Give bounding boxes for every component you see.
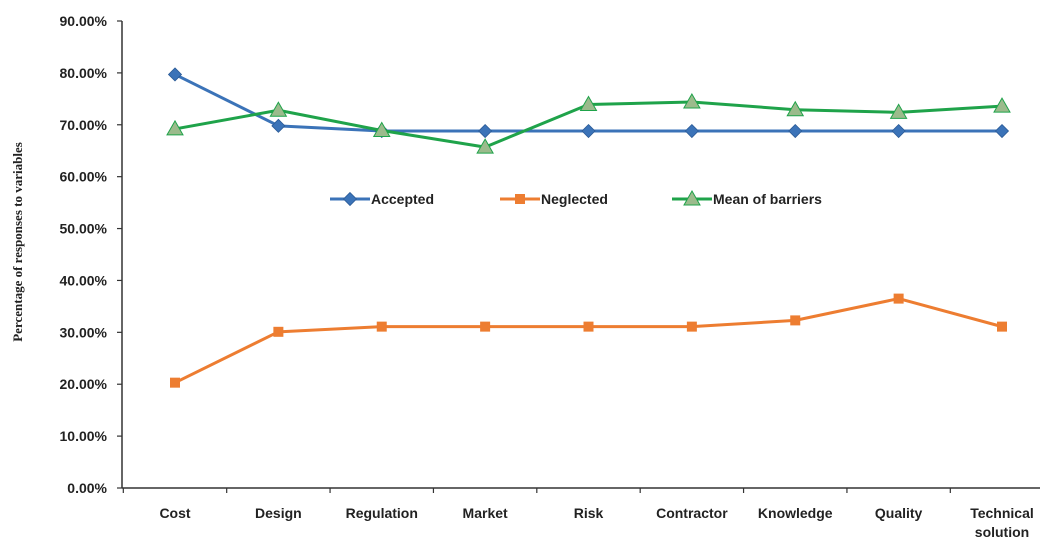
y-tick-labels: 0.00% 10.00% 20.00% 30.00% 40.00% 50.00% 60.00…: [60, 13, 108, 496]
data-point: [269, 101, 288, 117]
data-point: [994, 123, 1010, 139]
data-point: [342, 191, 358, 207]
x-tick-label: Cost: [159, 505, 190, 521]
data-point: [273, 326, 284, 337]
data-point: [997, 321, 1007, 332]
data-point: [478, 123, 493, 139]
x-tick-label: Market: [463, 505, 508, 521]
x-tick-label-line: Contractor: [656, 505, 728, 521]
y-tick-label: 40.00%: [60, 272, 108, 288]
y-tick-label: 10.00%: [60, 428, 108, 444]
data-point: [271, 118, 286, 133]
series-line: [174, 297, 1003, 385]
x-tick-label-line: Knowledge: [758, 505, 833, 521]
data-point: [891, 123, 906, 139]
data-point: [583, 321, 594, 332]
legend-item: Accepted: [330, 191, 434, 207]
data-point: [889, 103, 908, 119]
data-point: [372, 121, 391, 137]
series-neglected: [170, 293, 1007, 388]
x-tick-label-line: Regulation: [346, 505, 418, 521]
x-tick-label: Risk: [574, 505, 604, 521]
x-tick-label: Regulation: [346, 505, 418, 521]
x-tick-label: Design: [255, 505, 302, 521]
data-point: [170, 377, 180, 388]
legend-item: Mean of barriers: [672, 189, 822, 207]
legend-label: Accepted: [371, 191, 434, 207]
data-point: [683, 189, 701, 206]
data-point: [166, 119, 184, 136]
data-point: [993, 97, 1011, 113]
data-point: [476, 138, 494, 154]
y-tick-label: 90.00%: [60, 13, 108, 29]
x-tick-label-line: Design: [255, 505, 302, 521]
x-tick-label-line: Market: [463, 505, 508, 521]
x-tick-label-line: Quality: [875, 505, 923, 521]
data-point: [786, 100, 805, 117]
series-group: [166, 67, 1011, 388]
y-tick-label: 20.00%: [60, 376, 108, 392]
series-accepted: [167, 67, 1010, 139]
x-tick-label-line: Technical: [970, 505, 1034, 521]
data-point: [788, 123, 803, 139]
x-tick-label-line: Risk: [574, 505, 604, 521]
data-point: [515, 194, 525, 204]
series-mean-of-barriers: [166, 92, 1011, 154]
x-tick-label: Knowledge: [758, 505, 833, 521]
x-tick-labels: Cost Design Regulation Market Risk Contractor…: [159, 505, 1033, 540]
legend-label: Neglected: [541, 191, 608, 207]
data-point: [480, 321, 491, 332]
x-tick-label-line: solution: [975, 524, 1029, 540]
data-point: [683, 92, 701, 109]
data-point: [579, 95, 598, 112]
data-point: [581, 123, 596, 139]
x-tick-label: Contractor: [656, 505, 728, 521]
x-tick-label-line: Cost: [159, 505, 190, 521]
x-tick-label: Quality: [875, 505, 923, 521]
legend-label: Mean of barriers: [713, 191, 822, 207]
y-tick-label: 30.00%: [60, 324, 108, 340]
y-tick-label: 50.00%: [60, 221, 108, 237]
y-tick-label: 80.00%: [60, 65, 108, 81]
data-point: [167, 67, 183, 82]
data-point: [790, 315, 801, 326]
y-axis-label: Percentage of responses to variables: [10, 142, 25, 342]
legend: Accepted Neglected Mean of barriers: [330, 189, 822, 207]
y-tick-label: 70.00%: [60, 117, 108, 133]
data-point: [376, 321, 387, 332]
data-point: [893, 293, 904, 304]
legend-item: Neglected: [500, 191, 608, 207]
data-point: [686, 321, 697, 332]
axes: [117, 20, 1040, 493]
data-point: [684, 123, 699, 139]
y-tick-label: 0.00%: [67, 480, 107, 496]
x-tick-label: Technical solution: [970, 505, 1034, 540]
y-tick-label: 60.00%: [60, 169, 108, 185]
